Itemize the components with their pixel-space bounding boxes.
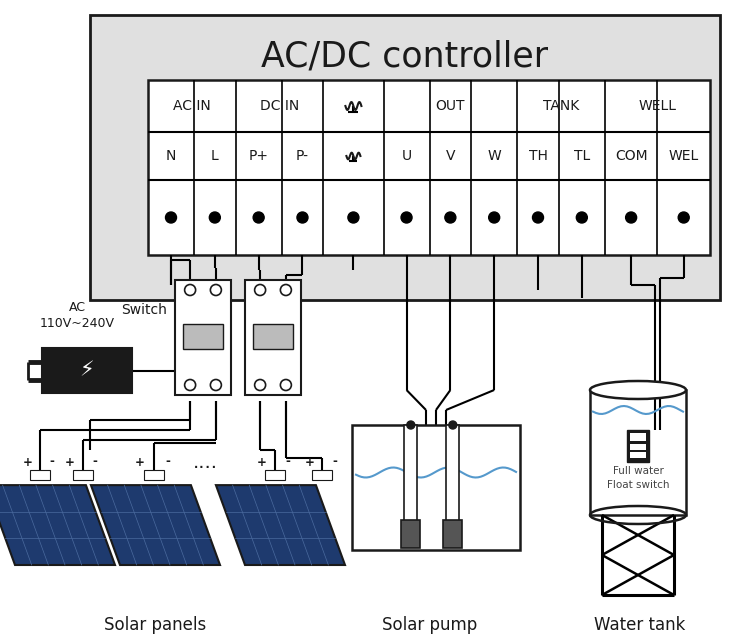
Bar (265, 470, 285, 480)
Bar (245, 280, 301, 395)
Bar (401, 520, 420, 548)
Bar (446, 425, 459, 528)
Text: Water tank: Water tank (595, 616, 686, 634)
Circle shape (184, 284, 196, 295)
Text: AC
110V~240V: AC 110V~240V (40, 301, 115, 330)
Bar (443, 520, 462, 548)
Bar (630, 444, 646, 450)
Ellipse shape (186, 333, 194, 342)
Ellipse shape (212, 333, 220, 342)
Text: Solar panels: Solar panels (104, 616, 206, 634)
Circle shape (280, 379, 291, 390)
Circle shape (254, 284, 265, 295)
Circle shape (254, 379, 265, 390)
Text: WELL: WELL (639, 99, 676, 113)
Bar (627, 430, 649, 462)
Circle shape (209, 212, 220, 223)
Polygon shape (216, 485, 345, 565)
Bar (590, 390, 686, 515)
Text: N: N (166, 149, 176, 163)
Text: AC/DC controller: AC/DC controller (262, 40, 548, 74)
Circle shape (280, 284, 291, 295)
Bar (352, 425, 520, 550)
Bar (30, 470, 50, 480)
Text: Full water
Float switch: Full water Float switch (607, 466, 670, 490)
Text: DC IN: DC IN (260, 99, 299, 113)
Text: +: + (305, 456, 315, 469)
Bar (354, 473, 518, 550)
Text: Solar pump: Solar pump (382, 616, 478, 634)
Circle shape (406, 421, 415, 429)
Bar (144, 470, 164, 480)
Text: P+: P+ (248, 149, 269, 163)
Text: +: + (257, 456, 267, 469)
Circle shape (297, 212, 308, 223)
Text: AC IN: AC IN (173, 99, 211, 113)
Text: L: L (211, 149, 219, 163)
Bar (630, 433, 646, 441)
Circle shape (401, 212, 412, 223)
Bar (592, 410, 684, 513)
Bar (90, 15, 720, 300)
Circle shape (449, 421, 456, 429)
Circle shape (625, 212, 637, 223)
Text: U: U (401, 149, 412, 163)
Bar (148, 80, 710, 255)
Circle shape (576, 212, 587, 223)
Circle shape (253, 212, 264, 223)
Circle shape (532, 212, 543, 223)
Circle shape (210, 284, 221, 295)
Text: TANK: TANK (543, 99, 579, 113)
Bar (312, 470, 332, 480)
Bar (404, 425, 417, 528)
Ellipse shape (256, 333, 264, 342)
Circle shape (678, 212, 689, 223)
Circle shape (210, 379, 221, 390)
Text: -: - (93, 456, 98, 469)
Text: -: - (332, 456, 337, 469)
Circle shape (445, 212, 456, 223)
Text: OUT: OUT (436, 99, 465, 113)
Text: +: + (65, 456, 75, 469)
Polygon shape (91, 485, 220, 565)
Circle shape (165, 212, 176, 223)
Ellipse shape (282, 333, 290, 342)
Text: -: - (165, 456, 171, 469)
Text: -: - (286, 456, 290, 469)
Bar (73, 470, 93, 480)
Circle shape (348, 212, 359, 223)
Text: COM: COM (614, 149, 648, 163)
Circle shape (489, 212, 500, 223)
Text: P-: P- (296, 149, 309, 163)
Text: +: + (23, 456, 33, 469)
Bar (630, 452, 646, 458)
Text: -: - (49, 456, 54, 469)
Text: Switch: Switch (121, 303, 167, 317)
Text: W: W (487, 149, 501, 163)
Bar (184, 324, 223, 349)
Text: ⚡: ⚡ (79, 361, 94, 381)
Ellipse shape (590, 381, 686, 399)
Polygon shape (0, 485, 115, 565)
Text: +: + (135, 456, 145, 469)
Text: V: V (445, 149, 455, 163)
Text: TL: TL (574, 149, 590, 163)
Circle shape (184, 379, 196, 390)
Bar (254, 324, 293, 349)
Text: ....: .... (193, 453, 218, 471)
Text: WEL: WEL (669, 149, 699, 163)
Text: TH: TH (528, 149, 548, 163)
Bar (42, 348, 132, 393)
Bar (175, 280, 231, 395)
